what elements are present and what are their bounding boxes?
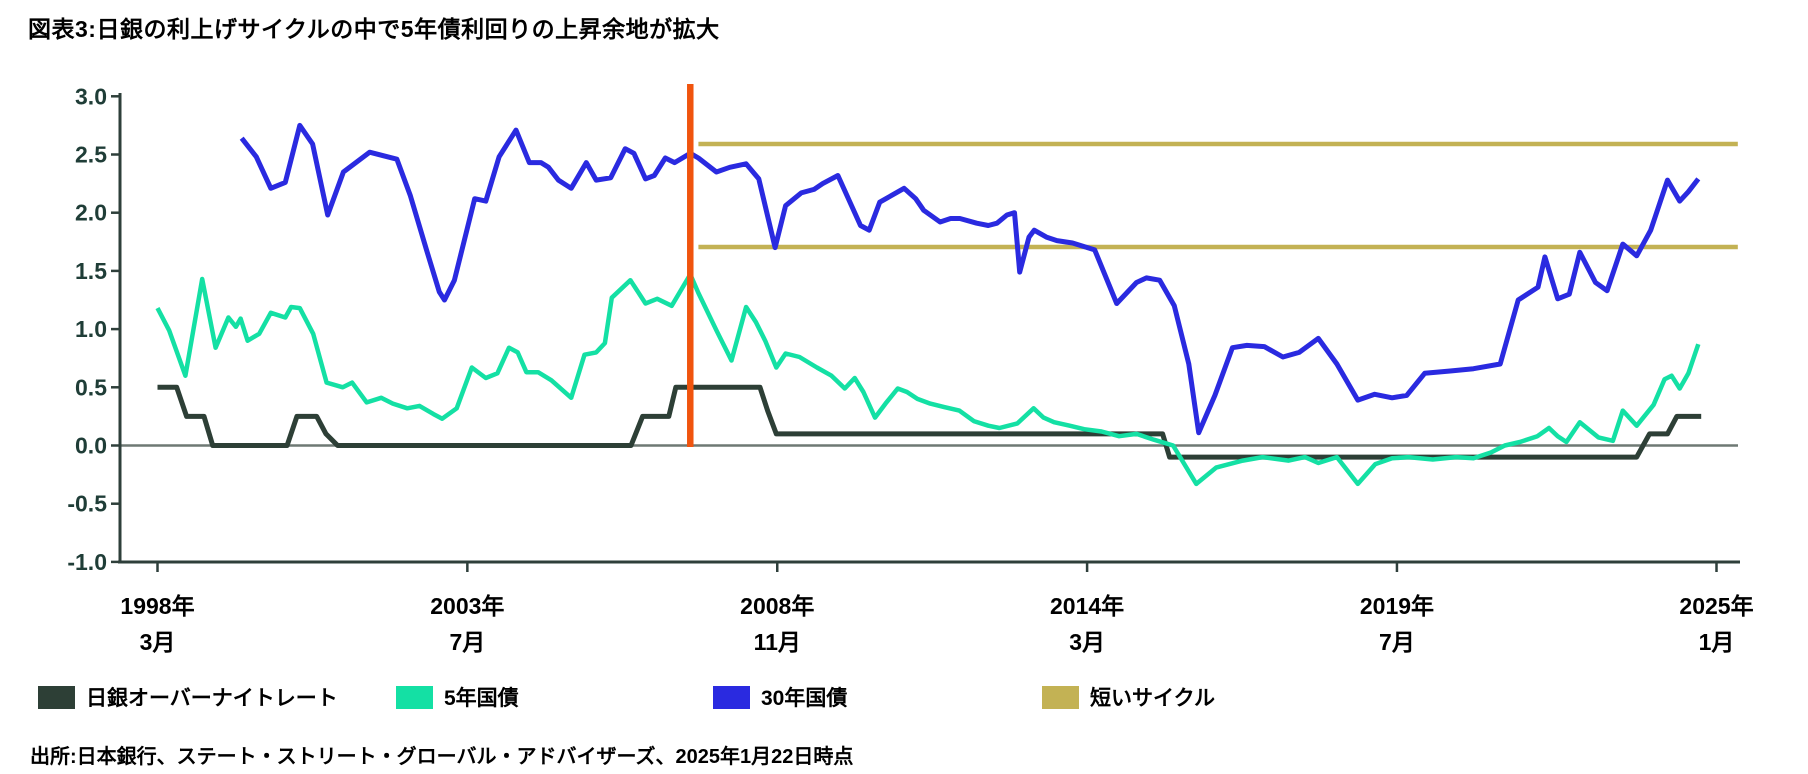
x-tick-label-year: 2025年 bbox=[1679, 593, 1753, 619]
y-tick-label: 0.5 bbox=[75, 374, 107, 400]
y-tick-label: -1.0 bbox=[67, 549, 107, 575]
legend-swatch-jgb-5y bbox=[396, 685, 433, 709]
legend-label: 30年国債 bbox=[761, 687, 848, 710]
series-line-jgb-30y bbox=[239, 122, 1701, 436]
series-line-boj-overnight-rate bbox=[157, 384, 1702, 460]
legend-item-boj-overnight-rate: 日銀オーバーナイトレート bbox=[38, 682, 338, 712]
x-tick-label-month: 1月 bbox=[1699, 629, 1735, 655]
x-tick-label-month: 3月 bbox=[1069, 629, 1105, 655]
y-tick-label: 1.0 bbox=[75, 316, 107, 342]
page-title: 図表3:日銀の利上げサイクルの中で5年債利回りの上昇余地が拡大 bbox=[28, 16, 720, 42]
x-tick-label-month: 11月 bbox=[754, 629, 801, 655]
legend-swatch-jgb-30y bbox=[713, 685, 750, 709]
legend-swatch-short-cycle bbox=[1042, 685, 1079, 709]
legend-item-jgb-5y: 5年国債 bbox=[396, 682, 519, 712]
legend-item-jgb-30y: 30年国債 bbox=[713, 682, 847, 712]
x-tick-label-month: 3月 bbox=[140, 629, 176, 655]
chart-svg: 3.0 2.5 2.0 1.5 1.0 0.5 0.0 -0.5 -1.0 1998年 3月 2003… bbox=[67, 83, 1753, 655]
x-tick-label-year: 2019年 bbox=[1360, 593, 1434, 619]
legend-swatch-boj-overnight-rate bbox=[38, 685, 75, 709]
x-tick-label-month: 7月 bbox=[449, 629, 485, 655]
y-tick-label: -0.5 bbox=[67, 491, 107, 517]
x-tick-label-year: 1998年 bbox=[120, 593, 194, 619]
y-tick-label: 0.0 bbox=[75, 433, 107, 459]
chart-legend: 日銀オーバーナイトレート 5年国債 30年国債 短いサイクル bbox=[0, 682, 1808, 716]
y-tick-label: 1.5 bbox=[75, 258, 107, 284]
y-tick-label: 2.0 bbox=[75, 200, 107, 226]
legend-label: 短いサイクル bbox=[1090, 687, 1215, 710]
legend-label: 5年国債 bbox=[444, 687, 519, 710]
source-note: 出所:日本銀行、ステート・ストリート・グローバル・アドバイザーズ、2025年1月… bbox=[30, 746, 854, 768]
x-tick-label-year: 2014年 bbox=[1050, 593, 1124, 619]
legend-label: 日銀オーバーナイトレート bbox=[86, 687, 338, 710]
x-tick-label-year: 2008年 bbox=[740, 593, 814, 619]
y-tick-label: 2.5 bbox=[75, 142, 107, 168]
series-line-jgb-5y bbox=[155, 272, 1701, 487]
x-tick-label-month: 7月 bbox=[1379, 629, 1415, 655]
x-tick-label-year: 2003年 bbox=[430, 593, 504, 619]
legend-item-short-cycle: 短いサイクル bbox=[1042, 682, 1215, 712]
y-tick-label: 3.0 bbox=[75, 83, 107, 109]
